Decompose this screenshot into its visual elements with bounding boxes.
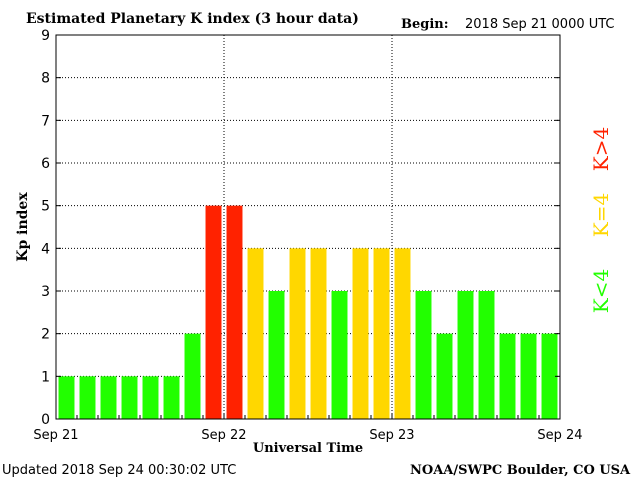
- kp-bar: [415, 291, 432, 419]
- kp-bar: [121, 376, 138, 419]
- kp-bar: [247, 248, 264, 419]
- kp-bar: [79, 376, 96, 419]
- x-tick-label: Sep 24: [537, 428, 582, 443]
- kp-bar: [205, 205, 222, 419]
- kp-bar: [520, 333, 537, 419]
- y-tick-label: 1: [41, 369, 50, 385]
- kp-bar: [394, 248, 411, 419]
- y-tick-label: 4: [41, 241, 50, 257]
- x-tick-labels: Sep 21 Sep 22 Sep 23 Sep 24: [33, 428, 582, 443]
- y-tick-label: 9: [41, 28, 50, 44]
- x-tick-label: Sep 23: [369, 428, 414, 443]
- y-tick-label: 6: [41, 156, 50, 172]
- x-axis-label: Universal Time: [253, 441, 363, 456]
- y-tick-label: 0: [41, 412, 50, 428]
- credit-text: NOAA/SWPC Boulder, CO USA: [410, 463, 631, 478]
- kp-bar: [373, 248, 390, 419]
- kp-bar: [478, 291, 495, 419]
- kp-bar: [268, 291, 285, 419]
- kp-bar: [58, 376, 75, 419]
- x-tick-label: Sep 21: [33, 428, 78, 443]
- kp-bar: [541, 333, 558, 419]
- x-tick-label: Sep 22: [201, 428, 246, 443]
- axis-ticks: [55, 34, 561, 420]
- y-tick-label: 7: [41, 113, 50, 129]
- y-tick-labels: 0 1 2 3 4 5 6 7 8 9: [41, 28, 50, 428]
- kp-bar: [289, 248, 306, 419]
- kp-bar: [226, 205, 243, 419]
- y-axis-label: Kp index: [15, 192, 31, 262]
- kp-bar: [436, 333, 453, 419]
- legend-low: K<4: [589, 269, 613, 313]
- kp-bar: [499, 333, 516, 419]
- kp-bar: [142, 376, 159, 419]
- kp-bar: [310, 248, 327, 419]
- legend-mid: K=4: [589, 193, 613, 237]
- y-tick-label: 8: [41, 71, 50, 87]
- legend-high: K>4: [589, 127, 613, 171]
- kp-bar: [331, 291, 348, 419]
- y-tick-label: 3: [41, 284, 50, 300]
- chart-title: Estimated Planetary K index (3 hour data…: [26, 11, 359, 27]
- y-tick-label: 2: [41, 327, 50, 343]
- updated-timestamp: Updated 2018 Sep 24 00:30:02 UTC: [2, 463, 236, 478]
- begin-value: 2018 Sep 21 0000 UTC: [465, 17, 615, 32]
- kp-bar: [100, 376, 117, 419]
- grid-lines: [56, 35, 560, 419]
- bar-series: [58, 205, 558, 419]
- kp-bar: [457, 291, 474, 419]
- begin-label: Begin:: [401, 17, 449, 32]
- y-tick-label: 5: [41, 199, 50, 215]
- kp-bar: [163, 376, 180, 419]
- kp-bar: [184, 333, 201, 419]
- kp-bar: [352, 248, 369, 419]
